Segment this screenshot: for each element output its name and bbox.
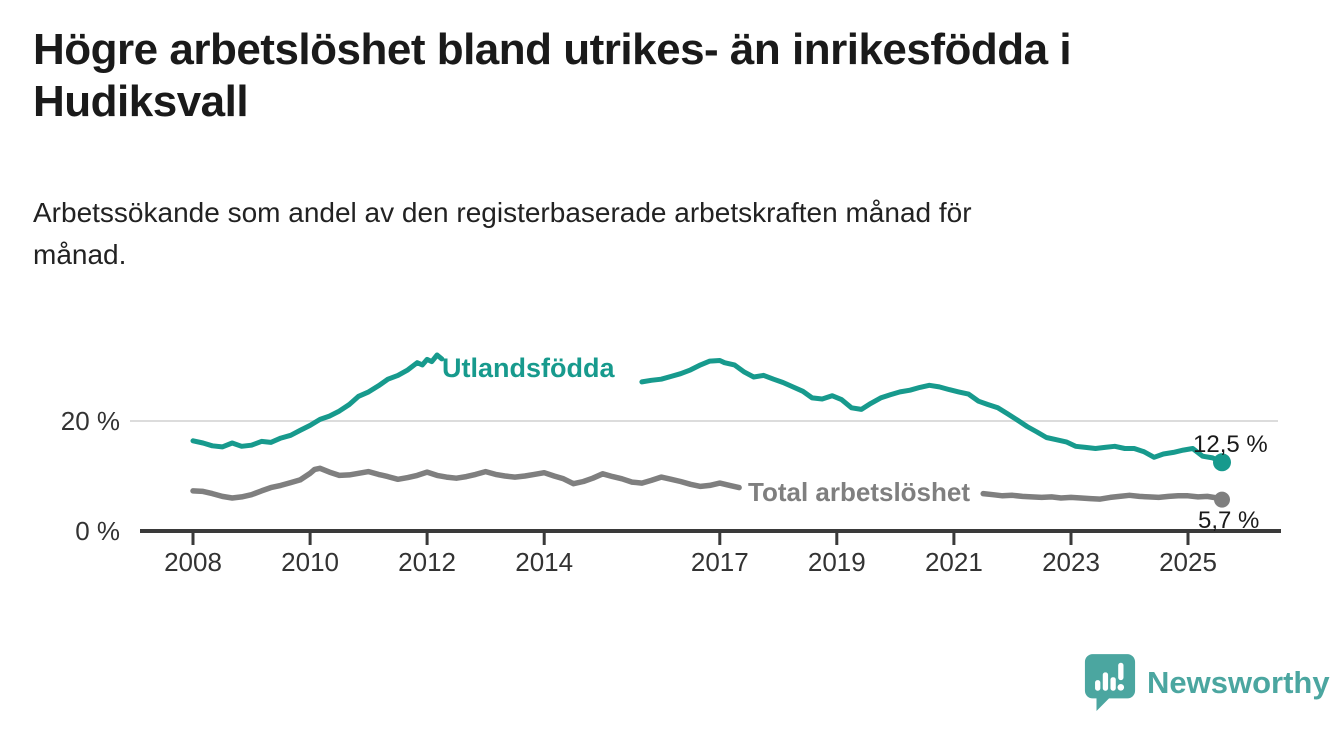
bar-icon-2 (1102, 672, 1109, 691)
x-tick-label: 2019 (808, 547, 866, 577)
bar-icon-1 (1095, 680, 1101, 691)
x-tick-label: 2025 (1159, 547, 1217, 577)
series-line-1 (980, 490, 1225, 503)
series-line-0 (639, 358, 1225, 465)
chart-subtitle: Arbetssökande som andel av den registerb… (33, 192, 1273, 276)
x-tick-label: 2012 (398, 547, 456, 577)
bar-icon-3 (1110, 677, 1116, 691)
series-end-dot-1 (1214, 491, 1230, 508)
brand-name: Newsworthy (1147, 665, 1330, 700)
chart-subtitle-line-1: Arbetssökande som andel av den registerb… (33, 197, 972, 228)
x-axis-ticks: 2008 2010 2012 2014 2017 2019 2021 2023 2025 (164, 529, 1217, 577)
brand-logo: Newsworthy (1083, 651, 1330, 715)
series-labels-and-markers: Utlandsfödda 12,5 % Total arbetslöshet 5,7 … (442, 353, 1268, 534)
chart-title: Högre arbetslöshet bland utrikes- än inr… (33, 24, 1313, 128)
series-line-1 (190, 465, 742, 501)
newsworthy-logo-icon (1084, 654, 1136, 711)
y-axis-label-20: 20 % (61, 406, 120, 436)
exclamation-dot-icon (1117, 684, 1125, 691)
exclamation-bar-icon (1118, 662, 1124, 681)
series-end-value-label-1: 5,7 % (1198, 507, 1259, 534)
series-utlandsfodda (190, 352, 1231, 472)
series-inline-label-1: Total arbetslöshet (748, 477, 970, 507)
x-tick-label: 2014 (515, 547, 573, 577)
x-tick-label: 2017 (691, 547, 749, 577)
series-line-0 (190, 352, 445, 450)
y-axis-label-0: 0 % (75, 516, 120, 546)
chart-subtitle-line-2: månad. (33, 239, 127, 270)
x-tick-label: 2010 (281, 547, 339, 577)
series-end-value-label-0: 12,5 % (1193, 431, 1268, 458)
series-inline-label-0: Utlandsfödda (442, 353, 615, 383)
chart-title-line-2: Hudiksvall (33, 76, 249, 126)
chart-title-line-1: Högre arbetslöshet bland utrikes- än inr… (33, 25, 1072, 74)
x-tick-label: 2023 (1042, 547, 1100, 577)
series-end-dot-0 (1213, 453, 1231, 472)
x-tick-label: 2008 (164, 547, 222, 577)
speech-bubble-shape (1084, 654, 1136, 711)
series-total-arbetsloshet (190, 465, 1230, 508)
x-tick-label: 2021 (925, 547, 983, 577)
